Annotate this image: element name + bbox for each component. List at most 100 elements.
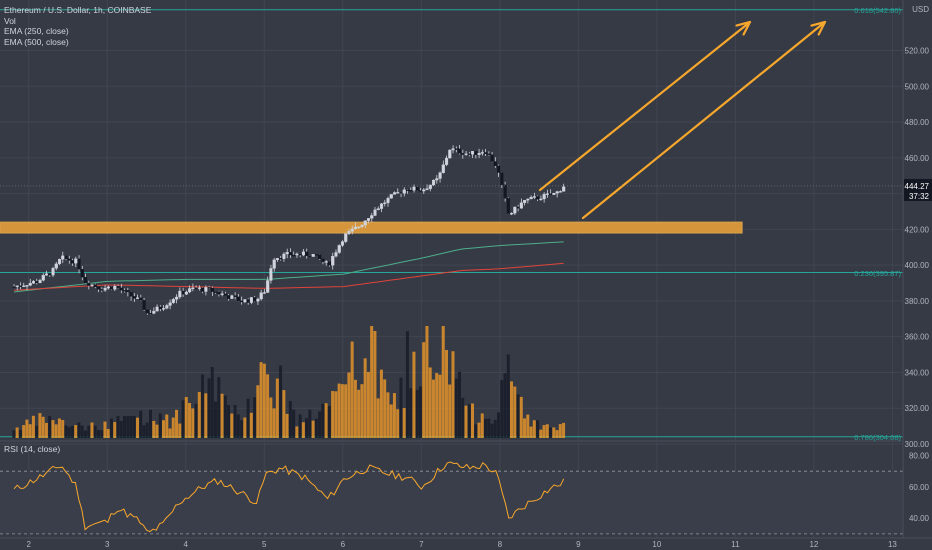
volume-bar [275, 378, 279, 438]
candle-body [80, 269, 84, 278]
time-tick: 6 [341, 540, 346, 549]
candle-body [259, 292, 263, 300]
volume-bar [536, 420, 540, 438]
volume-bar [409, 388, 413, 438]
volume-bar [454, 378, 458, 438]
volume-bar [500, 380, 504, 438]
volume-bar [220, 393, 224, 438]
support-zone[interactable] [0, 221, 743, 234]
volume-bar [178, 423, 182, 438]
volume-bar [253, 397, 257, 438]
candle-body [363, 220, 367, 226]
price-tick: 480.00 [905, 118, 930, 127]
volume-bar [370, 326, 374, 438]
volume-bar [266, 374, 270, 438]
candle-body [77, 258, 81, 270]
volume-bar [188, 403, 192, 438]
price-tick: 520.00 [905, 47, 930, 56]
volume-bar [217, 377, 221, 438]
volume-bar [386, 392, 390, 438]
candle-body [93, 284, 97, 288]
candle-body [233, 295, 237, 297]
candle-body [210, 287, 214, 292]
candle-body [392, 192, 397, 195]
volume-bar [204, 393, 208, 438]
bar-countdown: 37:32 [909, 192, 930, 201]
candle-body [51, 268, 55, 276]
volume-bar [549, 427, 553, 438]
candle-body [422, 189, 426, 192]
volume-bar [467, 404, 471, 438]
volume-bar [184, 396, 188, 438]
candle-body [22, 285, 26, 287]
candle-body [262, 292, 266, 294]
candle-body [116, 286, 120, 288]
price-tick: 380.00 [905, 297, 930, 306]
time-tick: 12 [809, 540, 818, 549]
volume-bar [532, 420, 536, 438]
volume-bar [562, 422, 566, 438]
volume-bar [431, 379, 435, 438]
candle-body [165, 305, 169, 309]
candle-body [405, 189, 410, 191]
symbol-title[interactable]: Ethereum / U.S. Dollar, 1h, COINBASE [4, 5, 152, 15]
volume-bar [470, 403, 474, 438]
candle-body [44, 273, 49, 276]
volume-bar [90, 422, 94, 438]
volume-bar [318, 411, 322, 438]
volume-bar [233, 405, 237, 438]
candle-body [106, 286, 110, 289]
indicator-ema-250[interactable]: EMA (250, close) [4, 26, 69, 36]
volume-bar [64, 425, 68, 438]
volume-bar [269, 397, 273, 438]
volume-bar [444, 349, 448, 438]
indicator-vol[interactable]: Vol [4, 15, 16, 26]
candle-body [373, 209, 377, 216]
candle-body [389, 194, 393, 199]
candle-body [145, 309, 149, 314]
candle-body [493, 161, 497, 167]
candle-body [308, 255, 312, 257]
volume-bar [383, 379, 387, 438]
volume-bar [256, 385, 260, 438]
volume-bar [422, 342, 426, 438]
volume-bar [25, 419, 29, 438]
volume-bar [148, 409, 152, 438]
volume-bar [103, 421, 107, 438]
volume-bar [74, 425, 78, 438]
volume-bar [308, 409, 312, 438]
candle-body [249, 297, 253, 303]
candle-body [402, 189, 406, 194]
forecast-arrows[interactable] [538, 20, 827, 220]
volume-bar [526, 414, 530, 438]
volume-bar [402, 408, 406, 438]
last-price: 444.27 [905, 182, 930, 191]
indicator-ema-500[interactable]: EMA (500, close) [4, 36, 69, 47]
volume-bar [451, 351, 455, 438]
volume-bar [116, 416, 120, 438]
currency-label: USD [912, 5, 929, 14]
candle-body [337, 245, 341, 253]
rsi-title[interactable]: RSI (14, close) [4, 444, 61, 454]
candle-body [266, 280, 270, 293]
candle-body [129, 291, 133, 297]
candle-body [227, 295, 231, 299]
volume-bar [44, 422, 48, 438]
volume-bar [324, 403, 328, 438]
volume-bar [340, 384, 344, 438]
volume-bar [558, 424, 562, 438]
volume-bar [474, 424, 478, 438]
candle-body [155, 306, 159, 312]
candle-body [188, 288, 192, 293]
volume-bar [350, 341, 354, 438]
candle-body [542, 194, 546, 200]
volume-bar [396, 409, 400, 438]
candle-body [217, 291, 221, 295]
volume-bar [542, 425, 546, 438]
candle-body [506, 198, 510, 214]
volume-bar [57, 418, 61, 438]
candle-body [142, 300, 146, 310]
